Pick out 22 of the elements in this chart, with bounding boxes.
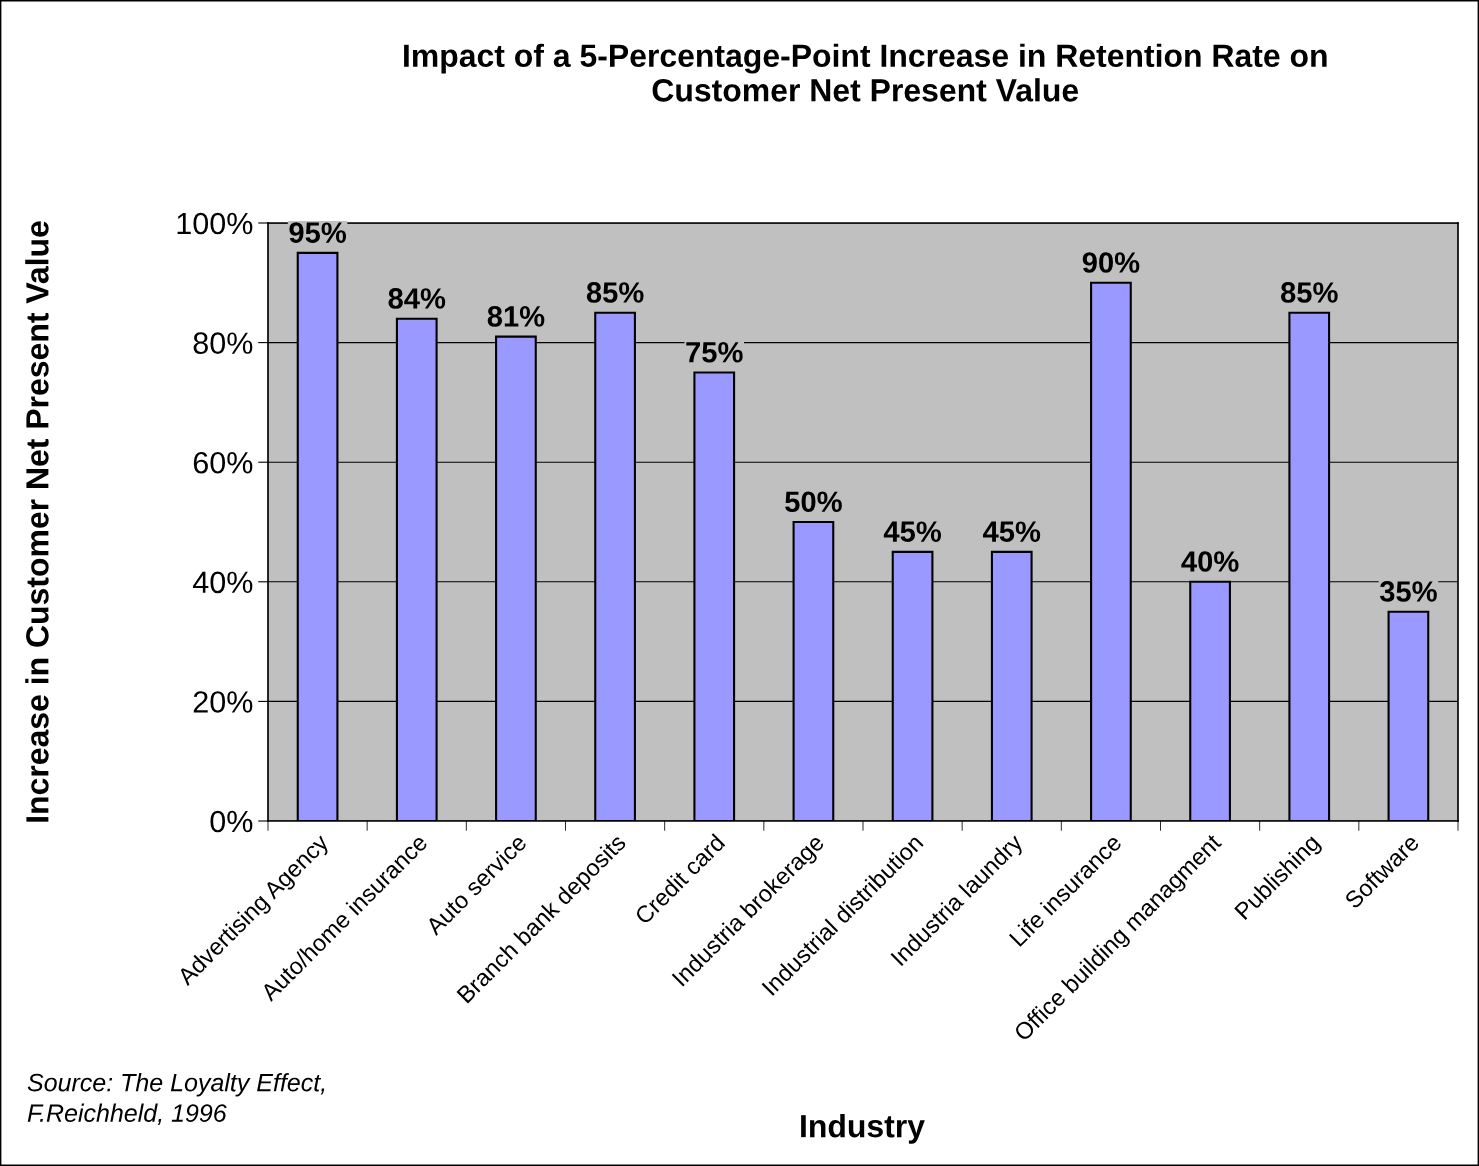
data-label: 45% [983,521,1041,542]
x-axis-title: Industry [801,1114,925,1144]
y-tick-label: 100% [177,212,253,235]
data-label: 75% [686,341,743,363]
data-label: 85% [1280,282,1338,303]
data-label: 90% [1082,252,1140,273]
y-tick-label: 60% [193,451,253,474]
data-label: 45% [883,521,941,542]
y-tick-label: 40% [192,571,253,594]
y-axis-title: Increase in Customer Net Present Value [25,221,49,822]
chart-title: Impact of a 5-Percentage-Point Increase in Retention Rate on Customer Net Present Value [404,43,1327,102]
data-label: 35% [1379,581,1437,602]
data-label: 85% [586,282,644,303]
data-label: 40% [1181,551,1239,572]
y-tick-label: 0% [210,810,253,833]
data-label: 50% [785,491,842,513]
data-label: 81% [487,306,545,327]
y-tick-label: 20% [193,691,253,713]
data-label: 84% [388,288,446,309]
data-label: 95% [289,222,346,243]
source-note: Source: The Loyalty Effect, F.Reichheld, 1996 [27,1073,325,1125]
y-tick-label: 80% [193,332,253,354]
